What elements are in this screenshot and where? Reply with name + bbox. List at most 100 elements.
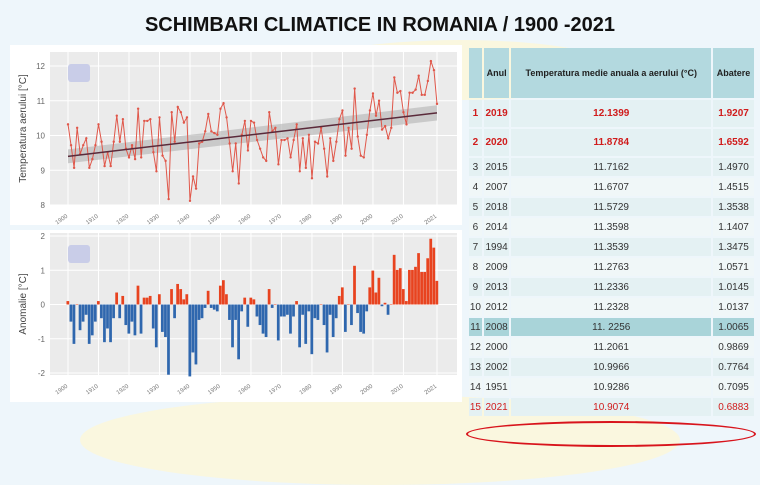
data-point xyxy=(326,175,329,178)
anomaly-bar xyxy=(185,294,189,305)
table-cell: 0.9869 xyxy=(713,338,754,356)
anomaly-bar xyxy=(90,304,94,336)
data-point xyxy=(411,91,414,94)
data-point xyxy=(292,138,295,142)
table-cell: 11 xyxy=(469,318,482,336)
data-point xyxy=(390,126,393,130)
data-point xyxy=(283,138,286,142)
anomaly-bar xyxy=(78,304,82,331)
table-cell: 0.7764 xyxy=(713,358,754,376)
data-point xyxy=(179,111,183,114)
data-point xyxy=(377,99,381,102)
table-cell: 2019 xyxy=(483,100,510,127)
table-cell: 11. 2256 xyxy=(511,318,712,336)
anomaly-bar xyxy=(112,304,115,319)
data-point xyxy=(417,74,420,77)
data-point xyxy=(228,142,231,145)
anomaly-bar xyxy=(404,301,408,305)
anomaly-bar xyxy=(87,304,91,344)
anomaly-bar xyxy=(353,265,356,305)
table-cell: 10.9074 xyxy=(511,398,712,416)
data-point xyxy=(173,140,176,143)
data-point xyxy=(204,130,207,133)
data-point xyxy=(237,182,240,185)
anomaly-bar xyxy=(118,304,122,319)
table-cell: 2007 xyxy=(483,178,510,196)
anomaly-bar xyxy=(395,269,399,305)
anomaly-bar xyxy=(426,258,430,305)
y-tick-label: 11 xyxy=(37,97,46,106)
table-cell: 2002 xyxy=(483,358,510,376)
table-row: 4 2007 11.6707 1.4515 xyxy=(469,178,754,196)
anomaly-bar xyxy=(103,304,106,343)
anomaly-bar xyxy=(93,304,97,322)
table-cell: 3 xyxy=(469,158,482,176)
table-cell: 11.2763 xyxy=(511,258,712,276)
anomaly-bar xyxy=(106,304,109,329)
temperature-line xyxy=(67,60,438,201)
anomaly-bar xyxy=(334,304,338,319)
data-point xyxy=(405,123,408,126)
anomaly-bar xyxy=(148,295,152,305)
data-point xyxy=(280,138,283,142)
anomaly-bar xyxy=(350,304,353,326)
anomaly-bar xyxy=(398,268,402,305)
table-cell: 11.8784 xyxy=(511,129,712,156)
anomaly-bar xyxy=(255,304,259,317)
anomaly-bar xyxy=(313,304,317,319)
table-cell: 1.3538 xyxy=(713,198,754,216)
data-point xyxy=(103,164,106,168)
data-point xyxy=(213,131,216,135)
data-point xyxy=(274,126,277,130)
data-point xyxy=(402,111,405,114)
data-point xyxy=(127,156,131,159)
data-point xyxy=(231,170,234,173)
data-point xyxy=(408,91,411,94)
anomaly-bar xyxy=(377,277,381,305)
data-point xyxy=(383,124,387,128)
data-point xyxy=(75,126,79,130)
table-cell: 10.9286 xyxy=(511,378,712,396)
anomaly-bar xyxy=(368,287,372,305)
anomaly-bar xyxy=(231,304,234,348)
anomaly-bar xyxy=(197,304,201,320)
anomaly-bar xyxy=(133,304,137,336)
data-point xyxy=(310,177,314,180)
anomaly-bar xyxy=(304,304,308,344)
table-cell: 2014 xyxy=(483,218,510,236)
table-cell: 8 xyxy=(469,258,482,276)
anomaly-bar xyxy=(203,304,207,308)
trend-line xyxy=(67,112,438,158)
y-tick-label: 8 xyxy=(41,201,46,210)
table-cell: 10 xyxy=(469,298,482,316)
anomaly-bar xyxy=(380,304,384,307)
table-row: 8 2009 11.2763 1.0571 xyxy=(469,258,754,276)
anomaly-bar xyxy=(222,280,225,305)
data-point xyxy=(225,116,228,119)
table-row: 15 2021 10.9074 0.6883 xyxy=(469,398,754,416)
table-cell: 1.4970 xyxy=(713,158,754,176)
anomaly-bar xyxy=(234,304,237,320)
table-cell: 12 xyxy=(469,338,482,356)
anomaly-bar xyxy=(69,304,73,322)
table-cell: 2021 xyxy=(483,398,510,416)
table-row: 14 1951 10.9286 0.7095 xyxy=(469,378,754,396)
anomaly-bar xyxy=(209,304,213,308)
data-point xyxy=(136,107,140,110)
anomaly-bar xyxy=(75,304,79,305)
anomaly-bar xyxy=(310,304,314,355)
table-cell: 2018 xyxy=(483,198,510,216)
data-point xyxy=(313,140,317,143)
table-cell: 15 xyxy=(469,398,482,416)
column-header: Abatere xyxy=(713,48,754,98)
data-point xyxy=(85,137,88,140)
data-point xyxy=(265,159,268,163)
data-point xyxy=(161,154,164,157)
data-point xyxy=(368,109,372,112)
data-point xyxy=(182,121,186,124)
data-point xyxy=(396,91,399,94)
table-cell: 14 xyxy=(469,378,482,396)
data-point xyxy=(149,117,152,121)
anomaly-bar xyxy=(66,301,70,305)
